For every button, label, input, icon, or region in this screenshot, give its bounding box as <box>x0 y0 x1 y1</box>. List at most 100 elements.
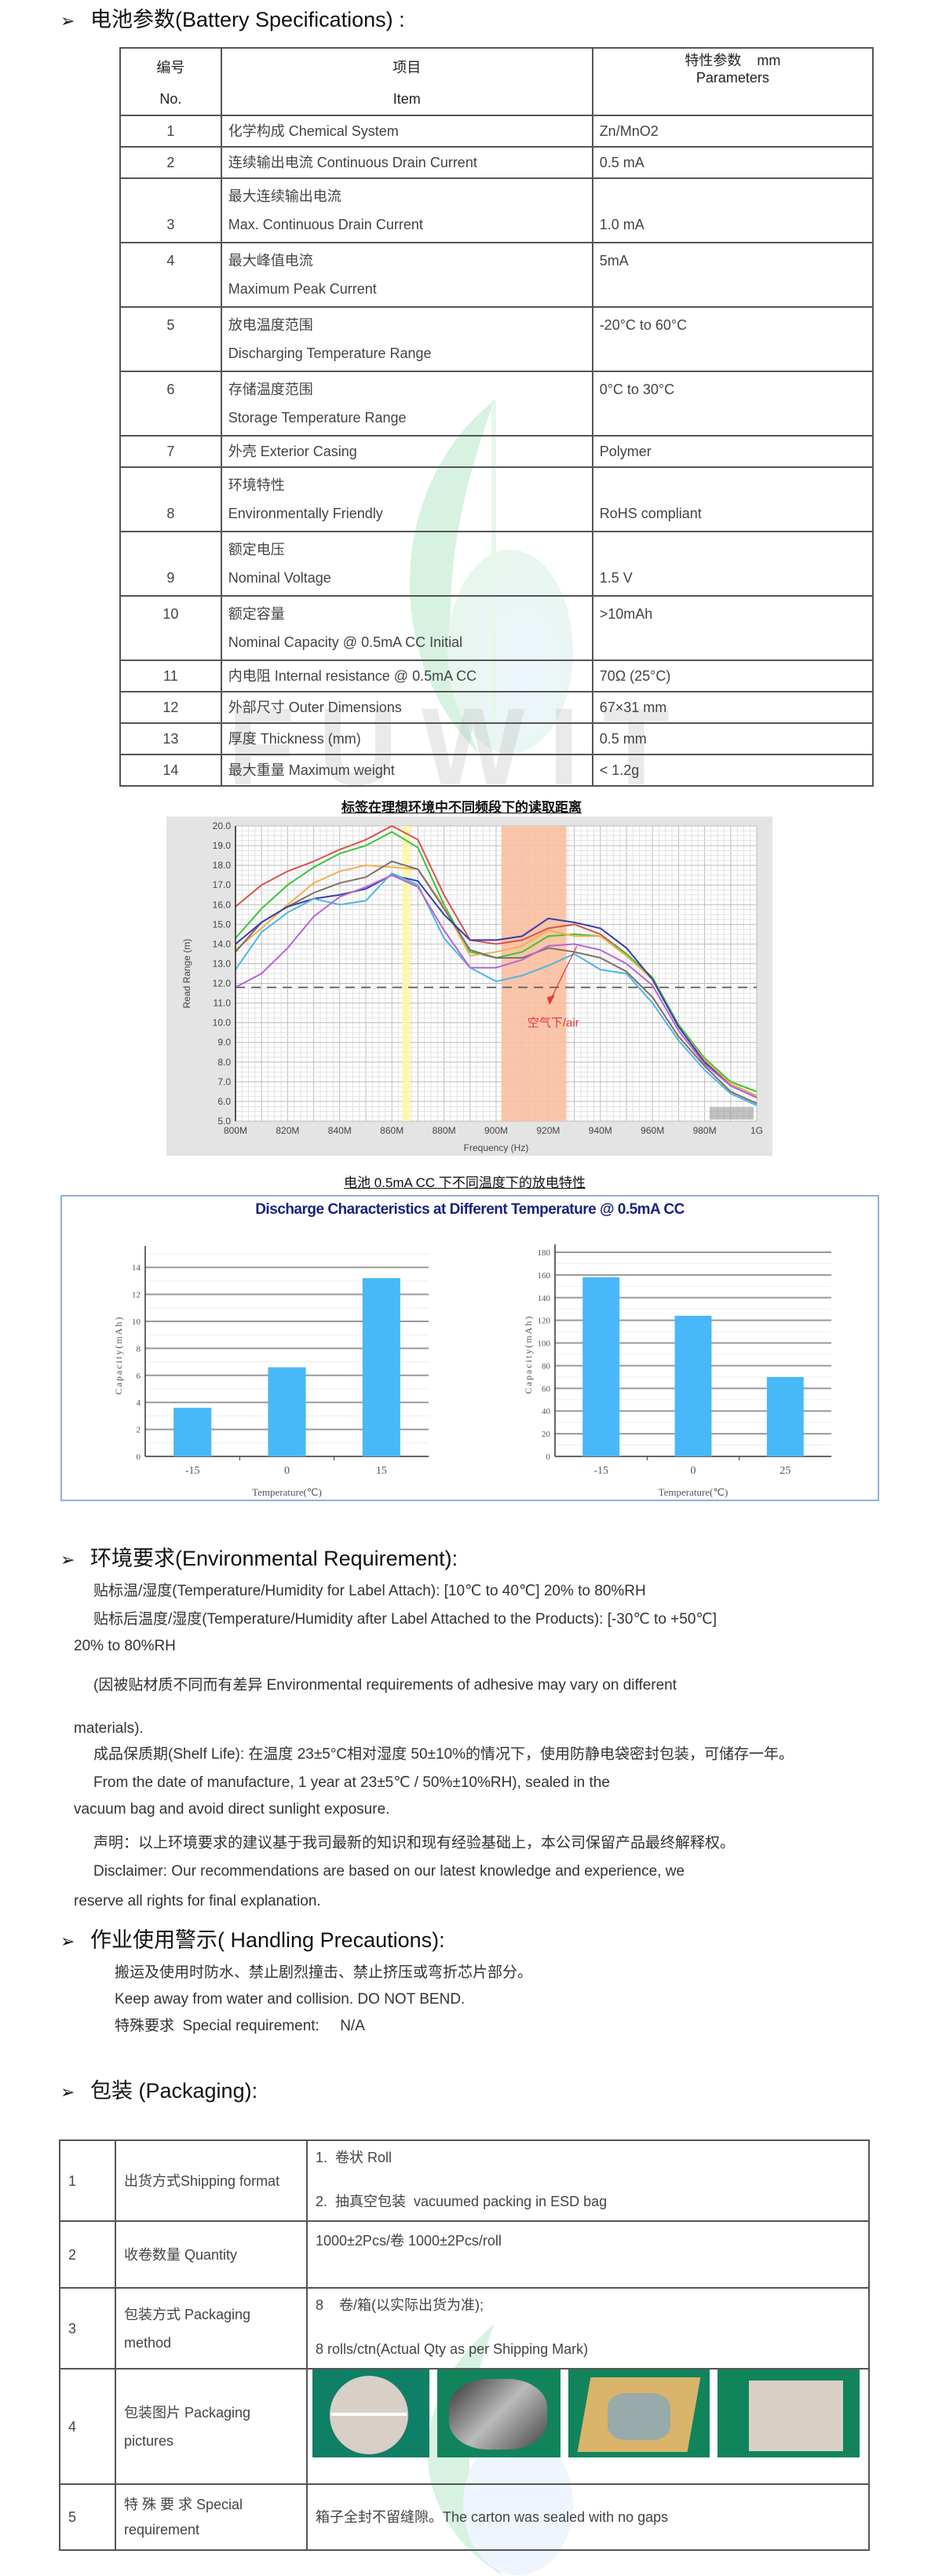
y-tick-label: 10 <box>132 1317 141 1327</box>
header-param-en: Parameters <box>696 70 769 86</box>
arrow-bullet-icon: ➢ <box>60 1550 75 1569</box>
pack-no: 1 <box>59 2139 116 2222</box>
row-number: 3 <box>119 177 222 243</box>
env-line: 声明：以上环境要求的建议基于我司最新的知识和现有经验基础上，本公司保留产品最终解… <box>93 1835 736 1851</box>
row-item-line: Storage Temperature Range <box>228 410 407 426</box>
open-carton-photo <box>568 2370 710 2457</box>
row-value: 70Ω (25°C) <box>591 660 874 692</box>
y-axis-label: Capacity(mAh) <box>113 1316 124 1395</box>
arrow-bullet-icon: ➢ <box>60 1931 75 1951</box>
row-item-line: Discharging Temperature Range <box>228 345 432 361</box>
y-tick-label: 18.0 <box>213 860 232 871</box>
roll-photo <box>312 2370 429 2457</box>
bar <box>582 1277 620 1456</box>
y-tick-label: 9.0 <box>217 1037 231 1048</box>
pack-value-line: 8 卷/箱(以实际出货为准); <box>316 2297 484 2313</box>
row-number: 9 <box>119 531 222 597</box>
x-tick-label: 920M <box>536 1125 560 1136</box>
esd-bag-photo <box>437 2370 560 2457</box>
y-tick-label: 0 <box>546 1452 551 1462</box>
row-item: 连续输出电流 Continuous Drain Current <box>220 146 593 179</box>
series-line <box>235 874 758 1098</box>
row-item-line: 放电温度范围 <box>228 317 313 333</box>
row-number: 6 <box>119 371 222 437</box>
x-tick-label: 0 <box>284 1465 290 1477</box>
row-item: 存储温度范围 Storage Temperature Range <box>220 371 593 437</box>
x-tick-label: 820M <box>276 1125 299 1136</box>
sealed-carton-photo <box>717 2370 860 2457</box>
row-item: 化学构成 Chemical System <box>220 115 593 148</box>
row-item: 最大峰值电流 Maximum Peak Current <box>220 242 593 308</box>
row-number: 7 <box>119 435 222 468</box>
y-tick-label: 0 <box>137 1452 141 1462</box>
table-row: 2 收卷数量 Quantity 1000±2Pcs/卷 1000±2Pcs/ro… <box>59 2220 870 2289</box>
y-tick-label: 17.0 <box>213 879 232 890</box>
row-item: 放电温度范围 Discharging Temperature Range <box>220 306 593 372</box>
env-line: 贴标温/湿度(Temperature/Humidity for Label At… <box>93 1583 646 1599</box>
series-line <box>235 860 758 1105</box>
header-item-cn: 项目 <box>392 60 422 75</box>
pack-value-line: 箱子全封不留缝隙。The carton was sealed with no g… <box>316 2509 669 2525</box>
pack-value-line: 1. 卷状 Roll <box>316 2150 392 2165</box>
x-axis-label: Frequency (Hz) <box>464 1142 529 1153</box>
row-item-line: Nominal Voltage <box>228 570 331 586</box>
row-value: 1.5 V <box>591 531 874 597</box>
handling-heading-text: 作业使用警示( Handling Precautions): <box>90 1928 445 1952</box>
table-row: 5 放电温度范围 Discharging Temperature Range -20°… <box>119 306 874 372</box>
row-item-line: Environmentally Friendly <box>228 506 383 521</box>
x-tick-label: 15 <box>376 1465 387 1477</box>
header-no: 编号 No. <box>119 47 222 116</box>
row-item-line: 最大重量 Maximum weight <box>228 762 395 778</box>
pack-item: 出货方式Shipping format <box>115 2139 308 2222</box>
row-item: 厚度 Thickness (mm) <box>220 722 593 755</box>
table-row: 7 外壳 Exterior Casing Polymer <box>119 435 874 468</box>
pack-value: 1. 卷状 Roll 2. 抽真空包装 vacuumed packing in E… <box>306 2139 870 2222</box>
pack-no: 5 <box>59 2483 116 2551</box>
env-line: (因被贴材质不同而有差异 Environmental requirements … <box>93 1677 677 1694</box>
table-row: 4 包装图片 Packaging pictures <box>59 2368 870 2485</box>
x-tick-label: 0 <box>691 1465 696 1477</box>
row-item: 最大重量 Maximum weight <box>220 754 593 787</box>
y-tick-label: 4 <box>137 1398 141 1408</box>
env-line: Disclaimer: Our recommendations are base… <box>93 1863 685 1880</box>
pack-no: 4 <box>59 2368 116 2485</box>
arrow-head-icon <box>546 995 555 1006</box>
handling-heading: ➢ 作业使用警示( Handling Precautions): <box>60 1927 445 1955</box>
row-number: 10 <box>119 595 222 661</box>
env-line: vacuum bag and avoid direct sunlight exp… <box>74 1801 390 1818</box>
y-tick-label: 12.0 <box>213 978 232 989</box>
x-axis-label: Temperature(℃) <box>252 1486 322 1498</box>
header-no-en: No. <box>159 91 182 107</box>
y-tick-label: 6 <box>137 1372 141 1381</box>
env-line: materials). <box>74 1720 144 1737</box>
packaging-table: 1 出货方式Shipping format 1. 卷状 Roll 2. 抽真空包装… <box>59 2139 870 2551</box>
pack-no: 2 <box>59 2220 116 2289</box>
annotation-label: 空气下/air <box>528 1017 579 1030</box>
pack-value-line: 1000±2Pcs/卷 1000±2Pcs/roll <box>316 2233 502 2249</box>
environment-heading: ➢ 环境要求(Environmental Requirement): <box>60 1545 458 1573</box>
row-item: 最大连续输出电流 Max. Continuous Drain Current <box>220 177 593 243</box>
pack-item: 收卷数量 Quantity <box>115 2220 308 2289</box>
bar <box>766 1376 804 1456</box>
row-item-line: 外部尺寸 Outer Dimensions <box>228 700 402 715</box>
series-line <box>235 874 758 1098</box>
bar <box>362 1277 400 1456</box>
row-number: 4 <box>119 242 222 308</box>
row-number: 11 <box>119 660 222 692</box>
x-tick-label: 940M <box>589 1125 612 1136</box>
row-item-line: 连续输出电流 Continuous Drain Current <box>228 155 477 170</box>
y-tick-label: 11.0 <box>214 998 232 1009</box>
table-row: 1 出货方式Shipping format 1. 卷状 Roll 2. 抽真空包装… <box>59 2139 870 2222</box>
row-value: 0.5 mm <box>591 722 874 755</box>
discharge-chart-left: -15 0 15 0 2 4 6 8 10 12 14 Temperature(℃) Capacity(… <box>113 1246 429 1498</box>
bar <box>173 1408 212 1456</box>
row-item-line: Nominal Capacity @ 0.5mA CC Initial <box>228 634 463 650</box>
x-tick-label: 1G <box>750 1125 763 1136</box>
y-tick-label: 8 <box>137 1344 141 1354</box>
y-tick-label: 5.0 <box>217 1116 231 1127</box>
x-tick-label: 860M <box>380 1125 403 1136</box>
pack-no: 3 <box>59 2287 116 2370</box>
discharge-chart-title: Discharge Characteristics at Different T… <box>255 1201 685 1218</box>
pack-value: 1000±2Pcs/卷 1000±2Pcs/roll <box>306 2220 870 2289</box>
y-tick-label: 120 <box>538 1317 551 1326</box>
